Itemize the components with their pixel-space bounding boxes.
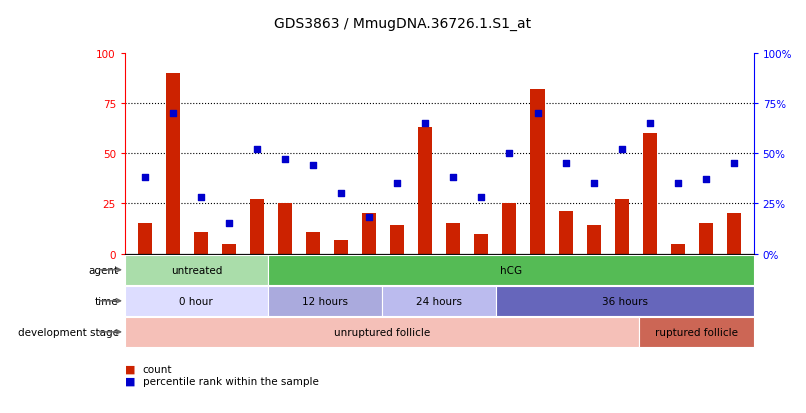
Bar <box>639 317 754 347</box>
Bar <box>138 224 152 254</box>
Point <box>166 110 179 117</box>
Point <box>222 221 235 227</box>
Point <box>363 215 376 221</box>
Bar <box>530 90 545 254</box>
Text: 0 hour: 0 hour <box>180 296 214 306</box>
Bar <box>268 286 382 316</box>
Point <box>643 121 656 127</box>
Point <box>671 180 684 187</box>
Text: GDS3863 / MmugDNA.36726.1.S1_at: GDS3863 / MmugDNA.36726.1.S1_at <box>274 17 532 31</box>
Point <box>503 150 516 157</box>
Bar <box>382 286 496 316</box>
Point <box>700 177 713 183</box>
Bar <box>222 244 236 254</box>
Point <box>419 121 432 127</box>
Point <box>138 175 151 181</box>
Bar <box>671 244 685 254</box>
Bar <box>642 134 657 254</box>
Bar <box>587 226 600 254</box>
Text: agent: agent <box>89 265 118 275</box>
Bar <box>418 128 432 254</box>
Point <box>334 191 347 197</box>
Text: time: time <box>95 296 118 306</box>
Bar <box>306 232 320 254</box>
Point <box>559 161 572 167</box>
Bar <box>278 204 292 254</box>
Bar <box>727 214 741 254</box>
Bar <box>268 255 754 285</box>
Text: hCG: hCG <box>500 265 521 275</box>
Text: percentile rank within the sample: percentile rank within the sample <box>143 376 318 386</box>
Text: 12 hours: 12 hours <box>302 296 348 306</box>
Point <box>728 161 741 167</box>
Bar <box>559 212 572 254</box>
Bar <box>193 232 208 254</box>
Bar <box>165 74 180 254</box>
Bar <box>362 214 376 254</box>
Point <box>447 175 459 181</box>
Point <box>278 157 291 163</box>
Bar <box>125 286 268 316</box>
Bar <box>496 286 754 316</box>
Text: untreated: untreated <box>171 265 222 275</box>
Bar <box>125 255 268 285</box>
Bar <box>475 234 488 254</box>
Bar <box>390 226 404 254</box>
Text: development stage: development stage <box>18 327 118 337</box>
Point <box>588 180 600 187</box>
Bar <box>699 224 713 254</box>
Bar <box>447 224 460 254</box>
Point <box>251 147 264 153</box>
Point <box>615 147 628 153</box>
Point <box>531 110 544 117</box>
Point <box>194 195 207 201</box>
Bar <box>502 204 517 254</box>
Text: ■: ■ <box>125 364 139 374</box>
Text: 24 hours: 24 hours <box>416 296 463 306</box>
Text: count: count <box>143 364 172 374</box>
Bar <box>334 240 348 254</box>
Point <box>475 195 488 201</box>
Bar <box>615 200 629 254</box>
Point <box>391 180 404 187</box>
Text: ruptured follicle: ruptured follicle <box>655 327 738 337</box>
Text: 36 hours: 36 hours <box>602 296 648 306</box>
Bar <box>125 317 639 347</box>
Text: ■: ■ <box>125 376 139 386</box>
Text: unruptured follicle: unruptured follicle <box>334 327 430 337</box>
Point <box>306 163 319 169</box>
Bar <box>250 200 264 254</box>
